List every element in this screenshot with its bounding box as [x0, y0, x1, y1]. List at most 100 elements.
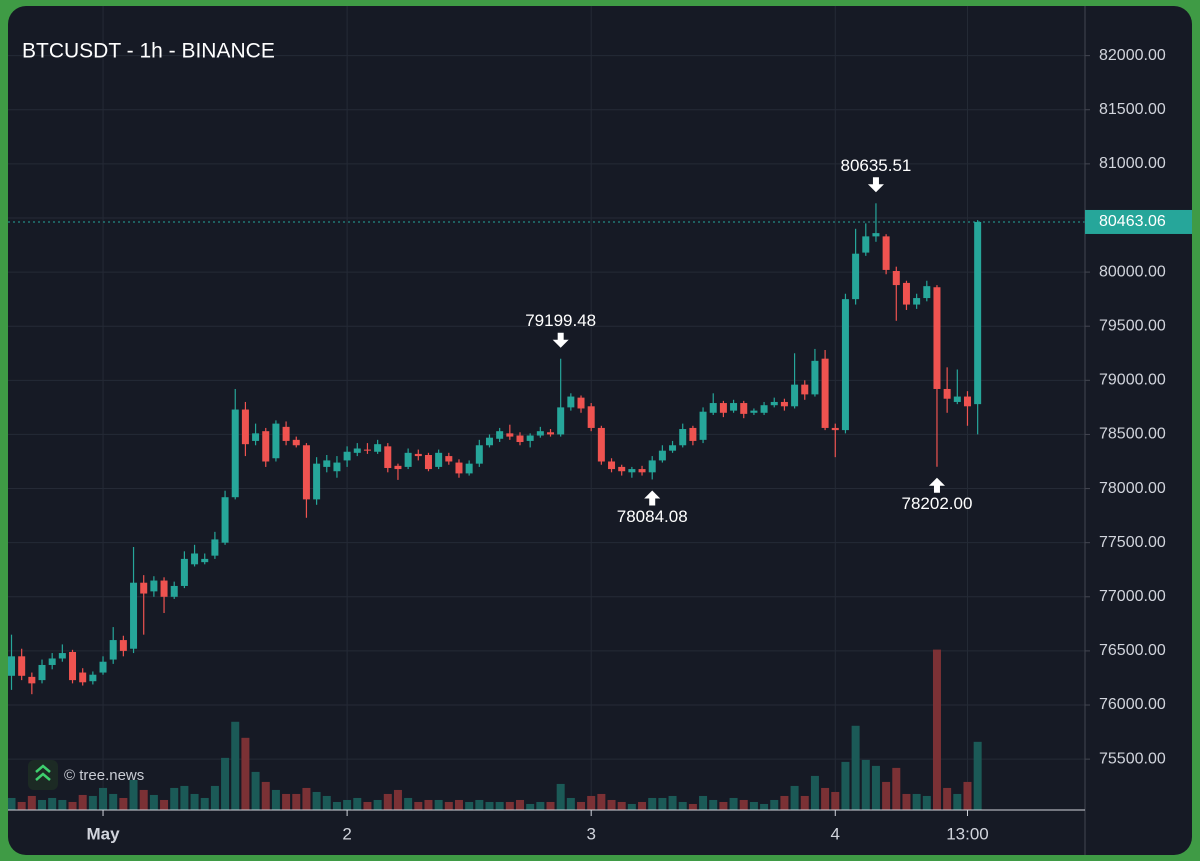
volume-bar	[383, 793, 392, 810]
high-label: 79199.48	[525, 311, 596, 330]
volume-bar	[688, 803, 697, 810]
candle-body	[902, 282, 910, 305]
candle-body	[394, 465, 402, 470]
volume-bar	[231, 721, 240, 810]
volume-bar	[332, 801, 341, 810]
x-tick-label: May	[86, 824, 120, 843]
volume-bar	[871, 765, 880, 810]
volume-bar	[424, 799, 433, 810]
volume-bar	[821, 787, 830, 810]
volume-bar	[109, 793, 118, 810]
volume-bar	[566, 797, 575, 810]
volume-bar	[577, 801, 586, 810]
volume-bar	[861, 759, 870, 810]
candle-body	[740, 403, 748, 414]
candle-body	[862, 236, 870, 253]
y-tick-label: 76000.00	[1099, 696, 1166, 713]
candle-body	[435, 452, 443, 467]
candle-body	[933, 287, 941, 389]
candle-body	[841, 299, 849, 431]
volume-bar	[190, 793, 199, 810]
volume-bar	[709, 799, 718, 810]
candle-body	[526, 435, 534, 441]
volume-bar	[68, 801, 77, 810]
candle-body	[577, 397, 585, 409]
candle-body	[414, 453, 422, 457]
candle-body	[974, 221, 982, 405]
volume-bar	[790, 785, 799, 810]
y-tick-label: 79500.00	[1099, 317, 1166, 334]
volume-bar	[363, 801, 372, 810]
candle-body	[801, 384, 809, 395]
candle-body	[384, 446, 392, 468]
volume-bar	[475, 799, 484, 810]
low-label: 78202.00	[902, 494, 973, 513]
candle-body	[791, 384, 799, 407]
volume-bar	[149, 794, 158, 810]
candle-body	[506, 433, 514, 437]
chart-title: BTCUSDT - 1h - BINANCE	[22, 40, 275, 63]
volume-bar	[800, 795, 809, 810]
candle-body	[445, 456, 453, 462]
candle-body	[333, 462, 341, 472]
volume-bar	[282, 793, 291, 810]
candle-body	[404, 452, 412, 467]
volume-bar	[393, 789, 402, 810]
candle-body	[191, 553, 199, 565]
candle-body	[516, 435, 524, 443]
candle-body	[343, 451, 351, 461]
volume-bar	[678, 801, 687, 810]
volume-bar	[454, 799, 463, 810]
candle-body	[231, 409, 239, 498]
volume-bar	[119, 797, 128, 810]
candle-body	[323, 460, 331, 467]
volume-bar	[932, 649, 941, 810]
volume-bar	[241, 737, 250, 810]
volume-bar	[312, 791, 321, 810]
volume-bar	[302, 787, 311, 810]
volume-bar	[221, 757, 230, 810]
volume-bar	[668, 795, 677, 810]
volume-bar	[556, 783, 565, 810]
volume-bar	[617, 801, 626, 810]
candle-body	[160, 580, 168, 597]
volume-bar	[597, 793, 606, 810]
volume-bar	[770, 799, 779, 810]
candle-body	[313, 463, 321, 500]
x-tick-label: 4	[831, 824, 840, 843]
volume-bar	[414, 801, 423, 810]
candle-body	[424, 454, 432, 470]
volume-bar	[546, 801, 555, 810]
volume-bar	[638, 801, 647, 810]
volume-bar	[495, 801, 504, 810]
candle-body	[130, 582, 138, 649]
candle-body	[628, 469, 636, 473]
candle-body	[485, 437, 493, 446]
volume-bar	[8, 797, 16, 810]
candle-body	[69, 651, 77, 681]
volume-bar	[760, 803, 769, 810]
volume-bar	[505, 801, 514, 810]
candle-body	[719, 403, 727, 413]
volume-bar	[851, 725, 860, 810]
volume-bar	[58, 799, 67, 810]
candle-body	[852, 253, 860, 300]
candle-body	[608, 461, 616, 470]
volume-bar	[658, 797, 667, 810]
candle-body	[597, 427, 605, 462]
volume-bar	[160, 799, 169, 810]
x-tick-label: 13:00	[946, 824, 989, 843]
candle-body	[241, 409, 249, 445]
arrow-down	[552, 332, 569, 348]
volume-bar	[882, 781, 891, 810]
volume-bar	[973, 741, 982, 810]
volume-bar	[943, 787, 952, 810]
volume-bar	[210, 785, 219, 810]
candle-body	[282, 426, 290, 441]
candle-body	[669, 445, 677, 451]
candle-body	[811, 360, 819, 395]
volume-bar	[78, 794, 87, 810]
volume-bar	[251, 771, 260, 810]
